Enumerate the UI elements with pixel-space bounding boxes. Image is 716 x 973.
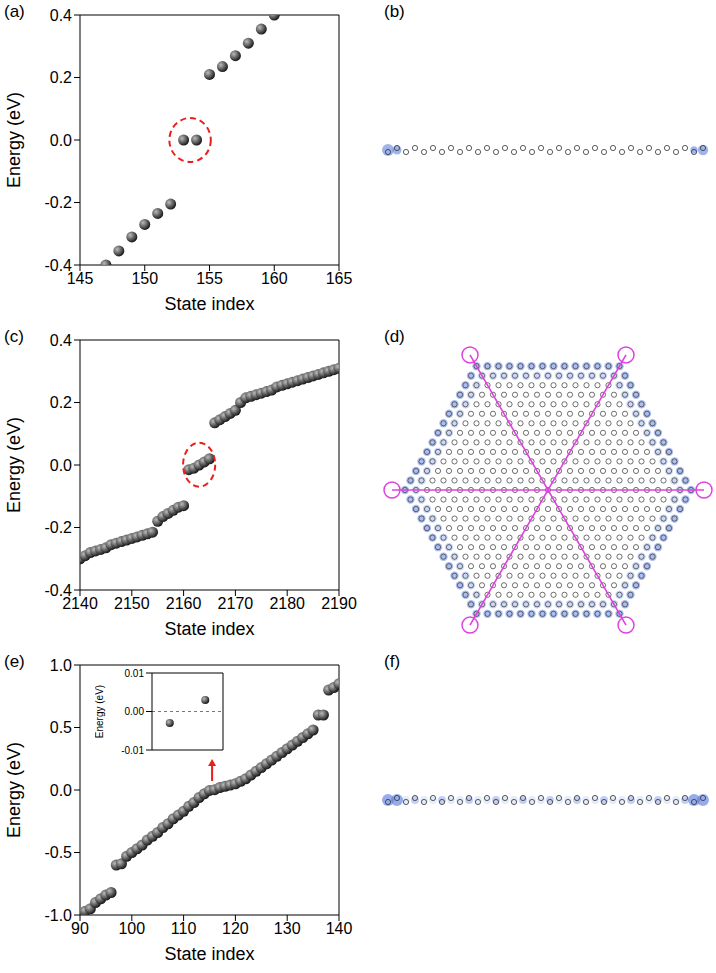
svg-text:-0.2: -0.2 <box>44 194 72 211</box>
svg-text:Energy (eV): Energy (eV) <box>4 417 24 513</box>
svg-text:0.0: 0.0 <box>50 132 72 149</box>
svg-text:-0.4: -0.4 <box>44 582 72 599</box>
svg-text:90: 90 <box>71 920 89 937</box>
svg-text:0.0: 0.0 <box>50 782 72 799</box>
svg-text:0.01: 0.01 <box>125 668 145 679</box>
svg-text:-0.2: -0.2 <box>44 519 72 536</box>
html-text:(b): (b) <box>384 2 405 21</box>
svg-text:120: 120 <box>222 920 249 937</box>
svg-text:Energy (eV): Energy (eV) <box>95 685 105 738</box>
svg-text:130: 130 <box>274 920 301 937</box>
html-text:(c): (c) <box>4 327 24 346</box>
svg-text:-0.5: -0.5 <box>44 844 72 861</box>
svg-text:2140: 2140 <box>62 595 98 613</box>
svg-text:2190: 2190 <box>321 595 357 612</box>
html-text:(d): (d) <box>384 327 405 346</box>
svg-text:-0.01: -0.01 <box>121 745 144 756</box>
svg-text:0.2: 0.2 <box>50 394 72 411</box>
svg-text:0.0: 0.0 <box>50 457 72 474</box>
svg-text:2160: 2160 <box>166 595 202 612</box>
svg-text:2150: 2150 <box>114 595 150 612</box>
html-text:(f): (f) <box>384 652 400 671</box>
svg-text:1.0: 1.0 <box>50 657 72 674</box>
svg-text:-0.4: -0.4 <box>44 257 72 274</box>
html-text:(e): (e) <box>4 652 25 671</box>
svg-text:110: 110 <box>171 920 197 937</box>
svg-text:100: 100 <box>118 920 145 937</box>
svg-text:140: 140 <box>326 920 353 937</box>
svg-text:State index: State index <box>164 619 254 639</box>
svg-text:0.4: 0.4 <box>50 7 72 24</box>
svg-text:Energy (eV): Energy (eV) <box>4 742 24 838</box>
svg-text:150: 150 <box>131 270 158 287</box>
svg-text:Energy (eV): Energy (eV) <box>4 92 24 188</box>
svg-text:0.5: 0.5 <box>50 719 72 736</box>
svg-text:2180: 2180 <box>269 595 305 612</box>
svg-text:State index: State index <box>164 294 254 314</box>
svg-text:0.00: 0.00 <box>125 706 145 717</box>
svg-text:165: 165 <box>326 270 353 287</box>
svg-text:2170: 2170 <box>218 595 254 612</box>
svg-text:145: 145 <box>66 270 94 288</box>
html-text:(a): (a) <box>4 2 25 21</box>
svg-text:-1.0: -1.0 <box>44 907 72 924</box>
svg-text:0.4: 0.4 <box>50 332 72 349</box>
svg-text:155: 155 <box>196 270 223 287</box>
svg-text:160: 160 <box>261 270 288 287</box>
svg-text:State index: State index <box>164 944 254 964</box>
svg-text:0.2: 0.2 <box>50 69 72 86</box>
